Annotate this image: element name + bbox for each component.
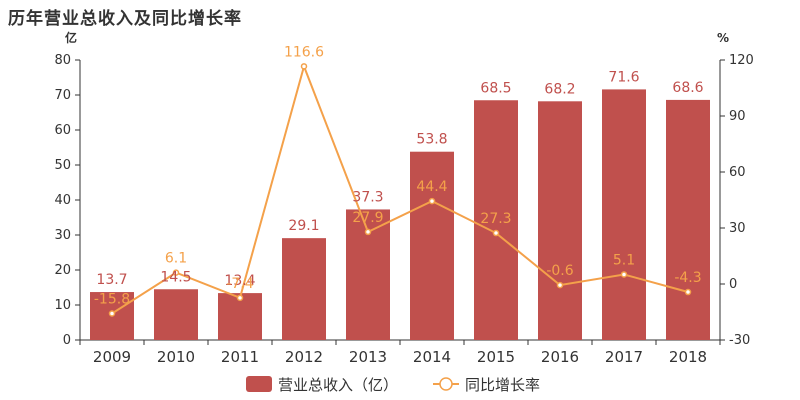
y-left-tick-label: 60	[54, 123, 71, 138]
line-point	[364, 228, 372, 236]
y-right-unit: %	[717, 31, 729, 45]
y-right-tick-label: 60	[729, 165, 746, 180]
y-left-tick-label: 10	[54, 298, 71, 313]
line-value-label: -4.3	[674, 270, 701, 286]
legend-label-growth: 同比增长率	[465, 376, 540, 394]
line-value-label: 5.1	[613, 252, 635, 268]
line-point	[684, 288, 692, 296]
chart-title: 历年营业总收入及同比增长率	[8, 9, 242, 29]
x-tick-label: 2018	[669, 348, 707, 366]
y-right-tick-label: 0	[729, 277, 737, 292]
bar-value-label: 14.5	[160, 269, 191, 285]
y-right-tick-label: 120	[729, 53, 754, 68]
y-left-tick-label: 20	[54, 263, 71, 278]
line-point	[556, 281, 564, 289]
y-left-tick-label: 50	[54, 158, 71, 173]
y-right-tick-label: -30	[729, 333, 750, 348]
line-value-label: -15.8	[94, 291, 130, 307]
y-left-tick-label: 40	[54, 193, 71, 208]
y-right-tick-label: 30	[729, 221, 746, 236]
line-point	[492, 229, 500, 237]
line-value-label: 44.4	[416, 179, 447, 195]
y-left-tick-label: 0	[63, 333, 71, 348]
legend-swatch-marker	[439, 377, 453, 391]
line-point	[108, 310, 116, 317]
legend[interactable]: 营业总收入（亿） 同比增长率	[246, 376, 540, 394]
legend-item-growth[interactable]: 同比增长率	[433, 376, 540, 394]
bar	[410, 151, 454, 340]
y-left-unit: 亿	[65, 30, 77, 45]
bar-value-label: 53.8	[416, 132, 447, 148]
line-value-label: 116.6	[284, 44, 324, 60]
bar	[474, 100, 518, 340]
line-series	[108, 63, 692, 317]
x-tick-label: 2017	[605, 348, 643, 366]
y-left-tick-label: 70	[54, 88, 71, 103]
y-right-tick-label: 90	[729, 109, 746, 124]
y-left-tick-label: 30	[54, 228, 71, 243]
line-point	[300, 63, 308, 70]
bar-value-label: 29.1	[288, 218, 319, 234]
growth-line	[111, 63, 689, 315]
x-tick-label: 2010	[157, 348, 195, 366]
line-point	[236, 294, 244, 302]
bar	[602, 89, 646, 341]
bar-value-label: 37.3	[352, 189, 383, 205]
bar	[538, 101, 582, 340]
bar-value-label: 13.7	[96, 272, 127, 288]
axes: 0 10 20 30 40 50 60 70 80 -30 0 30 60 90 120 亿 % 2009 2010…	[54, 30, 753, 366]
line-value-label: 6.1	[165, 251, 187, 267]
bar	[666, 99, 710, 341]
bar-value-label: 68.6	[672, 80, 703, 96]
x-tick-label: 2014	[413, 348, 451, 366]
x-tick-label: 2016	[541, 348, 579, 366]
x-tick-label: 2015	[477, 348, 515, 366]
data-labels: 13.7 14.5 13.4 29.1 37.3 53.8 68.5 68.2 71.6 68.6…	[94, 44, 704, 307]
legend-label-revenue: 营业总收入（亿）	[278, 376, 398, 394]
y-left-tick-label: 80	[54, 53, 71, 68]
bar-value-label: 13.4	[224, 273, 255, 289]
bar	[154, 289, 198, 340]
x-tick-label: 2013	[349, 348, 387, 366]
bar-value-label: 68.2	[544, 81, 575, 97]
legend-item-revenue[interactable]: 营业总收入（亿）	[246, 376, 398, 394]
line-point	[172, 269, 180, 276]
bar-value-label: 68.5	[480, 80, 511, 96]
line-value-label: -0.6	[546, 263, 573, 279]
x-tick-label: 2011	[221, 348, 259, 366]
line-point	[620, 271, 628, 278]
x-tick-label: 2009	[93, 348, 131, 366]
line-point	[428, 197, 436, 205]
bar-value-label: 71.6	[608, 69, 639, 85]
bar-series	[90, 89, 710, 341]
x-tick-label: 2012	[285, 348, 323, 366]
line-value-label: 27.9	[352, 210, 383, 226]
bar	[282, 238, 326, 340]
line-value-label: 27.3	[480, 211, 511, 227]
legend-swatch-bar	[246, 376, 272, 392]
line-value-label: -7.4	[226, 276, 253, 292]
